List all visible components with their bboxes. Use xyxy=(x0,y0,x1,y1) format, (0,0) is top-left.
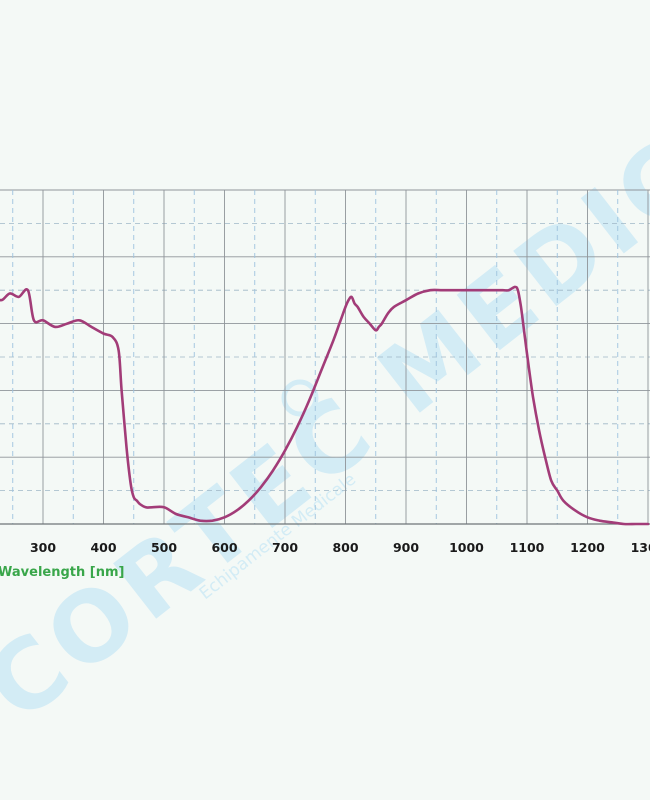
series-layer xyxy=(0,285,650,526)
x-tick-label: 800 xyxy=(332,540,358,555)
x-tick-label: 1000 xyxy=(449,540,484,555)
x-tick-labels: 300 400 500 600 700 800 900 1000 1100 1200 1300 xyxy=(30,540,650,555)
x-tick-label: 600 xyxy=(211,540,237,555)
x-tick-label: 1200 xyxy=(570,540,605,555)
x-tick-label: 400 xyxy=(90,540,116,555)
x-tick-label: 500 xyxy=(151,540,177,555)
watermark: CORTEC MEDICAL Echipamente Medicale xyxy=(0,25,650,743)
x-tick-label: 300 xyxy=(30,540,56,555)
x-tick-label: 700 xyxy=(272,540,298,555)
x-axis-label: Wavelength [nm] xyxy=(0,565,124,580)
plot-grid xyxy=(0,189,650,525)
series-line-0 xyxy=(0,285,650,526)
watermark-brand: CORTEC MEDICAL xyxy=(0,25,650,743)
x-tick-label: 1300 xyxy=(631,540,650,555)
x-tick-label: 1100 xyxy=(510,540,545,555)
watermark-logo-icon xyxy=(281,379,319,417)
x-tick-label: 900 xyxy=(393,540,419,555)
